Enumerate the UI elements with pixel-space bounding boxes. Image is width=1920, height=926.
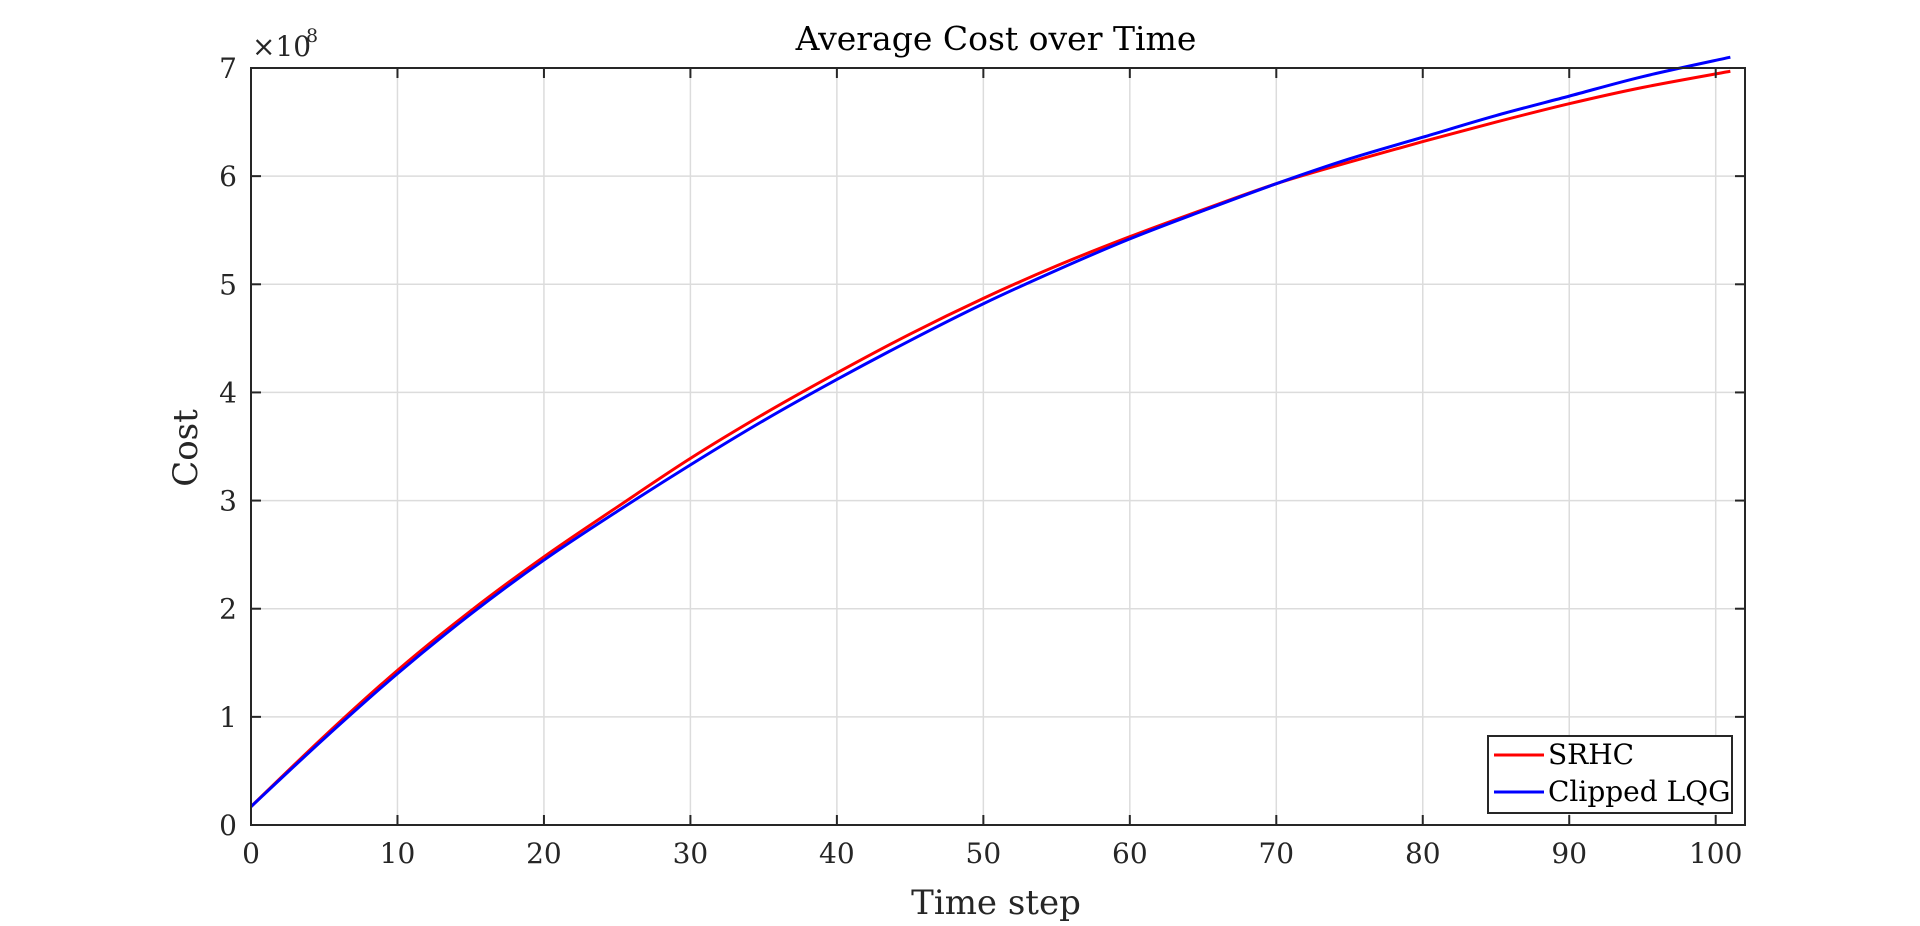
y-tick-label: 7 (219, 52, 237, 85)
legend-box (1487, 735, 1733, 814)
x-tick-label: 60 (1112, 837, 1148, 870)
x-axis-label: Time step (911, 883, 1081, 923)
x-tick-label: 40 (819, 837, 855, 870)
x-tick-label: 10 (380, 837, 416, 870)
series-line-srhc (249, 69, 1731, 808)
y-tick-label: 0 (219, 809, 237, 842)
y-tick-label: 4 (219, 376, 237, 409)
series-line-clipped-lqg (249, 55, 1731, 808)
y-exponent: ×10 8 (252, 25, 318, 63)
y-exponent-power: 8 (306, 25, 318, 47)
legend-label-clipped-lqg: Clipped LQG (1548, 775, 1731, 808)
y-tick-label: 5 (219, 268, 237, 301)
y-tick-label: 6 (219, 160, 237, 193)
x-tick-label: 70 (1258, 837, 1294, 870)
chart-title: Average Cost over Time (795, 19, 1197, 58)
plot-frame (250, 67, 1746, 826)
ticks (250, 67, 1745, 826)
series-layer (249, 55, 1731, 808)
legend: SRHC Clipped LQG (1487, 735, 1733, 814)
tick-labels: 0 10 20 30 40 50 60 70 80 90 100 0 1 2 3 4 5 6 7 (219, 52, 1742, 870)
x-tick-label: 50 (966, 837, 1002, 870)
y-tick-label: 2 (219, 593, 237, 626)
y-exponent-base: ×10 (252, 30, 311, 63)
x-tick-label: 100 (1689, 837, 1742, 870)
x-tick-label: 80 (1405, 837, 1441, 870)
y-axis-label: Cost (166, 409, 206, 487)
x-tick-label: 30 (673, 837, 709, 870)
y-tick-label: 1 (219, 701, 237, 734)
y-tick-label: 3 (219, 485, 237, 518)
x-tick-label: 90 (1551, 837, 1587, 870)
x-tick-label: 20 (526, 837, 562, 870)
legend-label-srhc: SRHC (1548, 738, 1634, 771)
x-tick-label: 0 (242, 837, 260, 870)
